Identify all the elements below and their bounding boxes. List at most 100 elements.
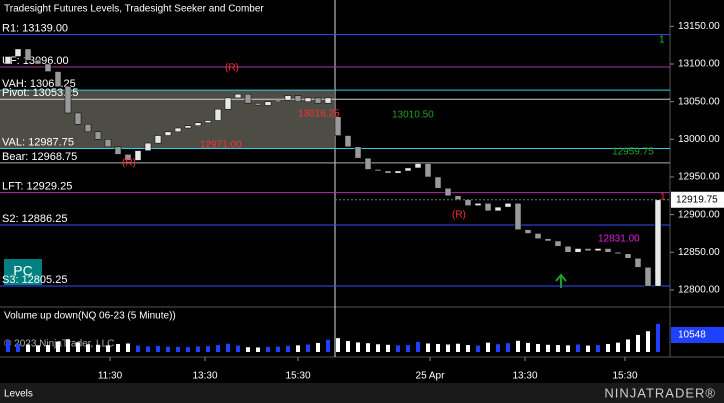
volume-bar [456,343,460,352]
volume-bar [306,344,310,352]
candle-body [404,167,412,172]
volume-bar [46,345,50,352]
volume-bar [316,342,320,352]
y-tick-label: 12950.00 [678,172,720,183]
volume-bar [436,344,440,352]
candle-body [504,203,512,208]
candle-body [494,206,502,212]
annotation: 13016.25 [298,109,340,120]
candle-body [364,157,372,170]
volume-bar [636,334,640,352]
chart-title: Tradesight Futures Levels, Tradesight Se… [4,4,264,15]
level-label: VAL: 12987.75 [2,136,74,148]
level-label: S2: 12886.25 [2,213,67,225]
candle-body [164,131,172,136]
volume-bar [66,339,70,352]
candle-body [174,127,182,133]
candle-body [374,169,382,172]
candle-body [334,116,342,136]
candle-body [524,229,532,234]
level-label: Pivot: 13053.25 [2,87,78,99]
volume-bar [656,323,660,352]
volume-bar [166,346,170,352]
volume-bar [276,346,280,352]
volume-bar [136,345,140,352]
volume-bar [536,344,540,352]
volume-bar [346,341,350,352]
volume-bar [376,344,380,352]
volume-bar [396,345,400,352]
candle-body [224,97,232,110]
volume-bar [126,343,130,352]
candle-body [594,248,602,252]
x-tick-label: 15:30 [285,371,310,382]
volume-bar [476,345,480,352]
volume-bar [546,344,550,352]
volume-bar [36,345,40,352]
volume-bar [156,345,160,352]
y-tick-label: 13000.00 [678,134,720,145]
badge-box [4,259,42,285]
candle-body [254,102,262,106]
candle-body [124,154,132,161]
volume-bar [256,347,260,352]
candle-body [134,150,142,161]
volume-bar [646,331,650,352]
annotation: (R) [452,210,466,221]
y-tick-label: 13150.00 [678,21,720,32]
tab-label[interactable]: Levels [4,389,33,400]
annotation: 1 [660,192,666,203]
candle-body [444,188,452,197]
y-tick-label: 12900.00 [678,209,720,220]
candle-body [44,63,52,72]
volume-bar [86,344,90,352]
candle-body [614,252,622,255]
volume-bar [466,345,470,352]
candle-body [564,246,572,253]
volume-bar [226,343,230,352]
x-tick-label: 13:30 [512,371,537,382]
volume-bar [426,343,430,352]
candle-body [194,122,202,127]
candle-body [414,163,422,169]
volume-bar [116,344,120,352]
annotation: (R) [225,63,239,74]
volume-bar [206,346,210,352]
volume-bar [496,344,500,352]
logo: NINJATRADER® [604,385,716,400]
candle-body [434,176,442,189]
candle-body [384,170,392,174]
volume-bar [246,347,250,352]
annotation: 12831.00 [598,234,640,245]
tab-bar [0,383,724,403]
volume-bar [576,344,580,352]
volume-bar [356,342,360,352]
volume-bar [146,346,150,352]
x-tick-label: 13:30 [192,371,217,382]
volume-bar [176,346,180,352]
candle-body [234,93,242,99]
annotation: 12971.00 [200,140,242,151]
volume-bar [506,343,510,352]
candle-body [94,131,102,140]
volume-bar [326,339,330,352]
candle-body [644,267,652,287]
y-tick-label: 13050.00 [678,96,720,107]
last-price-box [671,191,724,208]
candle-body [484,203,492,212]
volume-bar [386,344,390,352]
candle-body [584,248,592,252]
volume-bar [366,343,370,352]
volume-bar [566,345,570,352]
volume-bar [196,346,200,352]
candle-body [394,170,402,174]
candle-body [624,253,632,259]
volume-bar [526,342,530,352]
candle-body [4,56,12,65]
volume-bar [16,343,20,352]
volume-title: Volume up down(NQ 06-23 (5 Minute)) [4,311,176,322]
volume-bar [266,346,270,352]
volume-bar [336,338,340,352]
volume-bar [516,340,520,352]
candle-body [424,163,432,178]
